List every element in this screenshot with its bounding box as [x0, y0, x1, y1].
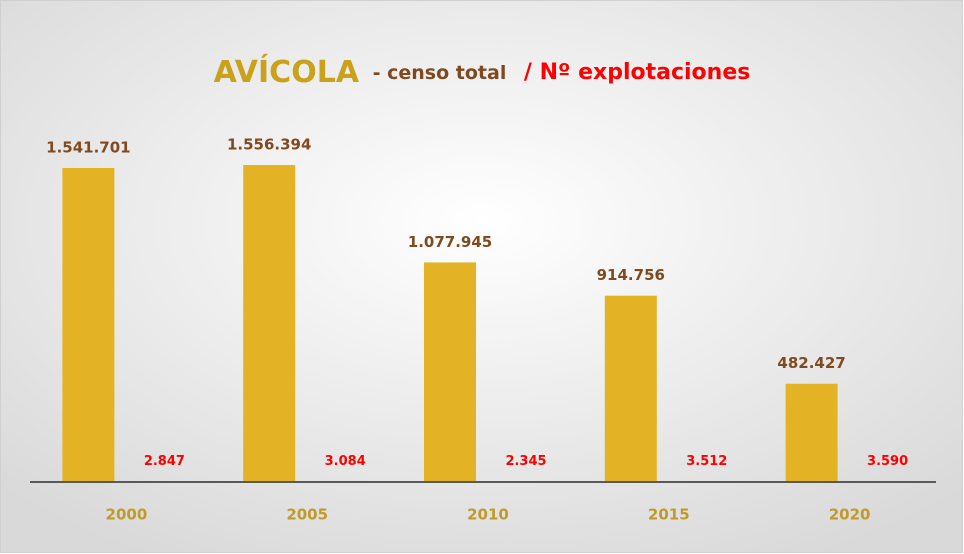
value-label: 914.756: [597, 266, 665, 284]
value-label: 2.345: [505, 454, 546, 469]
bar: [424, 262, 476, 482]
title-part: AVÍCOLA: [214, 54, 360, 90]
value-label: 2.847: [144, 454, 185, 469]
value-label: 1.541.701: [46, 138, 130, 156]
value-label: 1.077.945: [408, 233, 492, 251]
value-label: 3.590: [867, 454, 908, 469]
title-part: - censo total: [373, 62, 507, 84]
x-tick-label: 2005: [286, 506, 328, 524]
value-label: 482.427: [777, 354, 845, 372]
bar: [604, 295, 657, 482]
x-tick-label: 2000: [106, 506, 148, 524]
bar: [243, 165, 296, 482]
chart-title: AVÍCOLA - censo total / Nº explotaciones: [214, 54, 751, 90]
bar: [62, 167, 115, 482]
value-label: 3.512: [686, 454, 727, 469]
value-label: 3.084: [325, 454, 366, 469]
x-tick-label: 2020: [829, 506, 871, 524]
bar: [785, 383, 838, 482]
value-label: 1.556.394: [227, 136, 311, 154]
x-tick-label: 2010: [467, 506, 509, 524]
title-part: / Nº explotaciones: [524, 60, 750, 85]
x-tick-label: 2015: [648, 506, 690, 524]
